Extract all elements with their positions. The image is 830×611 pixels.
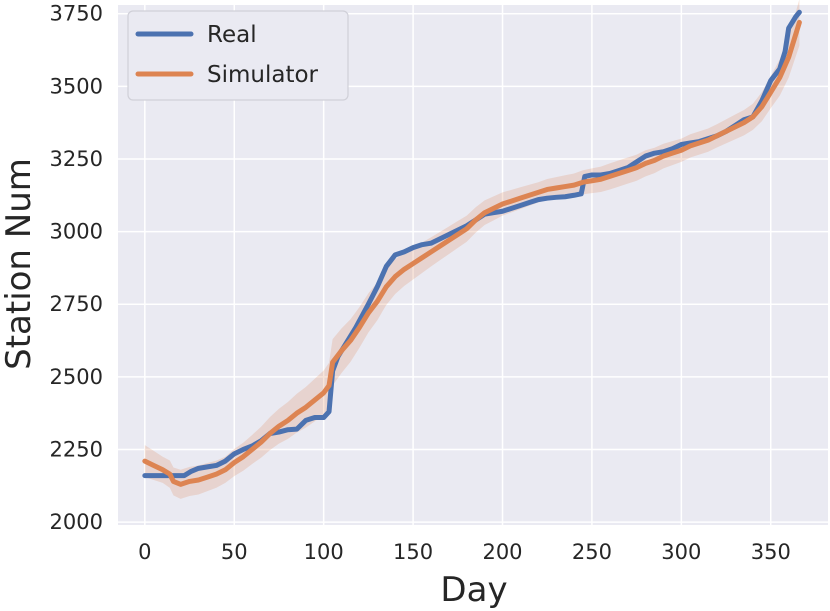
x-tick-label: 200 — [482, 540, 522, 564]
y-tick-label: 3000 — [50, 220, 103, 244]
x-tick-label: 300 — [661, 540, 701, 564]
x-tick-label: 350 — [751, 540, 791, 564]
x-tick-label: 250 — [572, 540, 612, 564]
x-tick-label: 100 — [304, 540, 344, 564]
legend: Real Simulator — [127, 10, 349, 101]
y-tick-label: 2750 — [50, 292, 103, 316]
legend-label-real: Real — [207, 22, 257, 48]
legend-label-simulator: Simulator — [207, 62, 319, 88]
x-axis-label: Day — [440, 570, 507, 610]
y-tick-label: 2250 — [50, 437, 103, 461]
y-tick-label: 3750 — [50, 2, 103, 26]
y-tick-label: 2500 — [50, 365, 103, 389]
y-tick-labels: 2000 2250 2500 2750 3000 3250 3500 3750 — [50, 2, 103, 534]
x-tick-labels: 0 50 100 150 200 250 300 350 — [138, 540, 791, 564]
x-tick-label: 0 — [138, 540, 151, 564]
series-line-simulator — [142, 19, 802, 487]
y-axis-label: Station Num — [0, 158, 39, 370]
y-tick-label: 3250 — [50, 147, 103, 171]
x-tick-label: 50 — [221, 540, 248, 564]
y-tick-label: 2000 — [50, 510, 103, 534]
series-lines — [142, 9, 802, 487]
x-tick-label: 150 — [393, 540, 433, 564]
y-tick-label: 3500 — [50, 74, 103, 98]
